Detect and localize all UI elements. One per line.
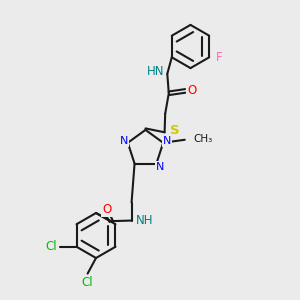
Text: O: O [102,203,111,216]
Text: N: N [156,162,164,172]
Text: Cl: Cl [82,275,93,289]
Text: NH: NH [135,214,153,227]
Text: CH₃: CH₃ [193,134,212,144]
Text: Cl: Cl [46,240,57,253]
Text: S: S [170,124,180,137]
Text: N: N [163,136,172,146]
Text: N: N [119,136,128,146]
Text: F: F [215,51,222,64]
Text: HN: HN [147,65,165,78]
Text: O: O [187,84,196,98]
